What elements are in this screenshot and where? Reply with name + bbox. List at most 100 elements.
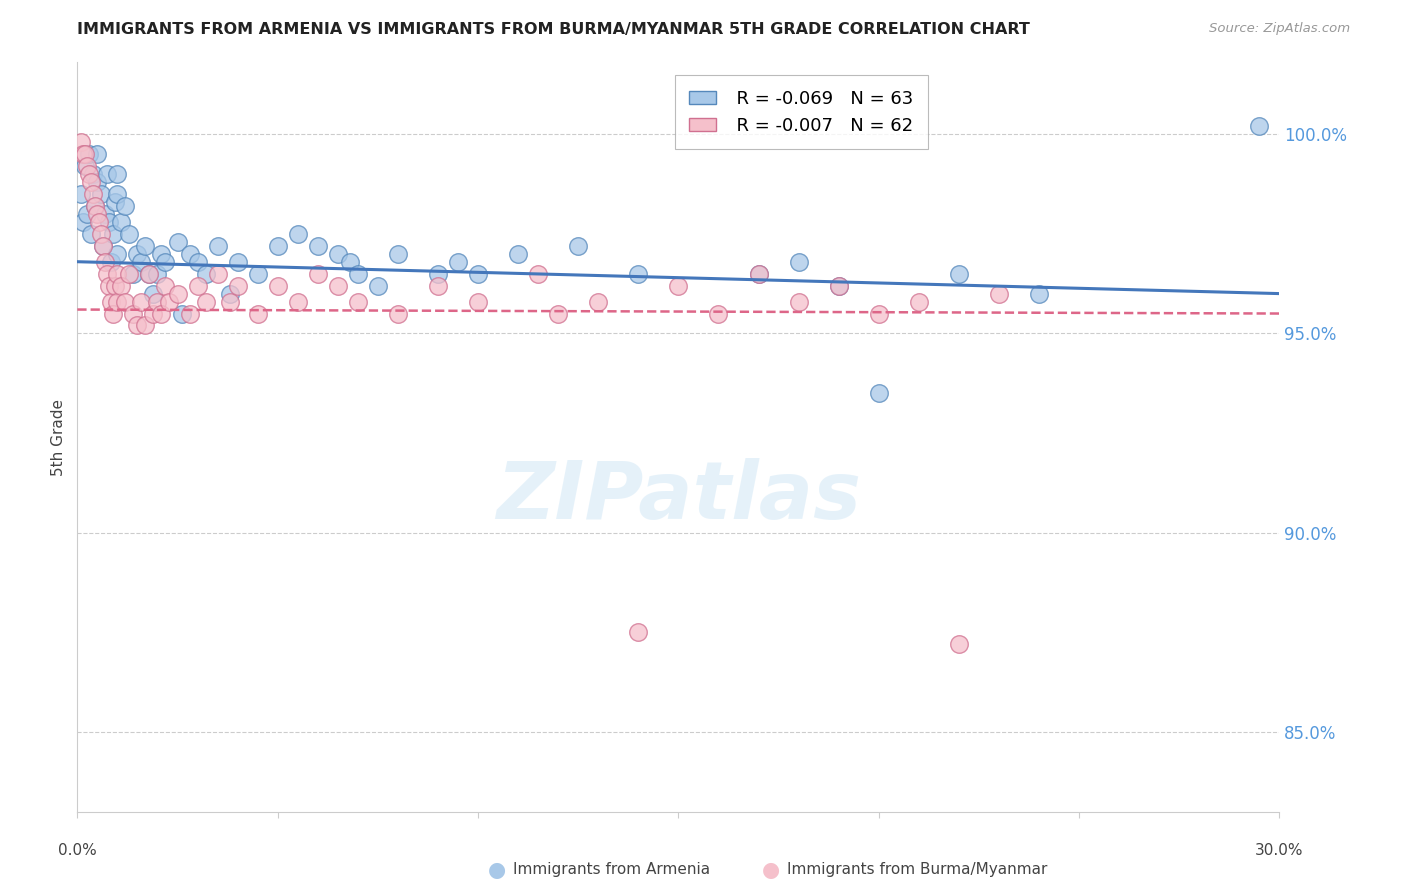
Point	[508, 246, 530, 260]
Point	[150, 246, 173, 260]
Point	[82, 167, 104, 181]
Point	[76, 207, 98, 221]
Point	[86, 147, 108, 161]
Point	[287, 227, 309, 241]
Point	[828, 278, 851, 293]
Point	[627, 267, 650, 281]
Point	[347, 267, 370, 281]
Point	[170, 306, 193, 320]
Point	[142, 286, 165, 301]
Point	[146, 267, 169, 281]
Point	[80, 227, 103, 241]
Point	[110, 215, 132, 229]
Text: 0.0%: 0.0%	[58, 843, 97, 858]
Text: ●: ●	[762, 860, 780, 880]
Point	[79, 147, 101, 161]
Point	[70, 135, 93, 149]
Point	[107, 267, 129, 281]
Point	[387, 246, 409, 260]
Point	[138, 267, 160, 281]
Point	[93, 239, 115, 253]
Point	[307, 239, 329, 253]
Point	[72, 215, 94, 229]
Point	[627, 625, 650, 640]
Point	[1028, 286, 1050, 301]
Point	[84, 199, 107, 213]
Point	[118, 227, 141, 241]
Point	[527, 267, 550, 281]
Point	[1249, 119, 1271, 133]
Point	[94, 207, 117, 221]
Point	[90, 186, 112, 201]
Point	[427, 278, 450, 293]
Point	[748, 267, 770, 281]
Point	[127, 246, 149, 260]
Point	[98, 215, 121, 229]
Point	[326, 278, 349, 293]
Point	[100, 254, 122, 268]
Point	[107, 186, 129, 201]
Text: ZIPatlas: ZIPatlas	[496, 458, 860, 536]
Point	[307, 267, 329, 281]
Text: ●: ●	[488, 860, 506, 880]
Point	[118, 267, 141, 281]
Point	[166, 235, 188, 249]
Text: Immigrants from Armenia: Immigrants from Armenia	[513, 863, 710, 877]
Legend:   R = -0.069   N = 63,   R = -0.007   N = 62: R = -0.069 N = 63, R = -0.007 N = 62	[675, 75, 928, 149]
Point	[134, 318, 156, 333]
Point	[142, 306, 165, 320]
Point	[159, 294, 181, 309]
Point	[155, 254, 177, 268]
Point	[287, 294, 309, 309]
Point	[226, 254, 249, 268]
Point	[70, 186, 93, 201]
Point	[218, 294, 240, 309]
Point	[90, 227, 112, 241]
Point	[668, 278, 690, 293]
Point	[103, 227, 125, 241]
Point	[339, 254, 361, 268]
Point	[207, 267, 229, 281]
Point	[267, 278, 290, 293]
Y-axis label: 5th Grade: 5th Grade	[51, 399, 66, 475]
Point	[367, 278, 389, 293]
Point	[138, 267, 160, 281]
Point	[104, 278, 127, 293]
Point	[948, 637, 970, 651]
Point	[104, 194, 127, 209]
Point	[75, 147, 97, 161]
Point	[107, 294, 129, 309]
Point	[114, 294, 136, 309]
Point	[748, 267, 770, 281]
Point	[122, 306, 145, 320]
Point	[567, 239, 589, 253]
Point	[155, 278, 177, 293]
Text: Immigrants from Burma/Myanmar: Immigrants from Burma/Myanmar	[787, 863, 1047, 877]
Point	[387, 306, 409, 320]
Point	[76, 159, 98, 173]
Point	[467, 294, 489, 309]
Point	[96, 167, 118, 181]
Point	[107, 246, 129, 260]
Point	[179, 306, 201, 320]
Point	[98, 278, 121, 293]
Point	[707, 306, 730, 320]
Point	[207, 239, 229, 253]
Point	[218, 286, 240, 301]
Point	[267, 239, 290, 253]
Text: 30.0%: 30.0%	[1256, 843, 1303, 858]
Point	[908, 294, 931, 309]
Point	[94, 254, 117, 268]
Point	[84, 199, 107, 213]
Point	[146, 294, 169, 309]
Point	[82, 186, 104, 201]
Point	[787, 294, 810, 309]
Point	[179, 246, 201, 260]
Point	[86, 207, 108, 221]
Point	[134, 239, 156, 253]
Point	[127, 318, 149, 333]
Point	[166, 286, 188, 301]
Text: IMMIGRANTS FROM ARMENIA VS IMMIGRANTS FROM BURMA/MYANMAR 5TH GRADE CORRELATION C: IMMIGRANTS FROM ARMENIA VS IMMIGRANTS FR…	[77, 22, 1031, 37]
Point	[79, 167, 101, 181]
Point	[122, 267, 145, 281]
